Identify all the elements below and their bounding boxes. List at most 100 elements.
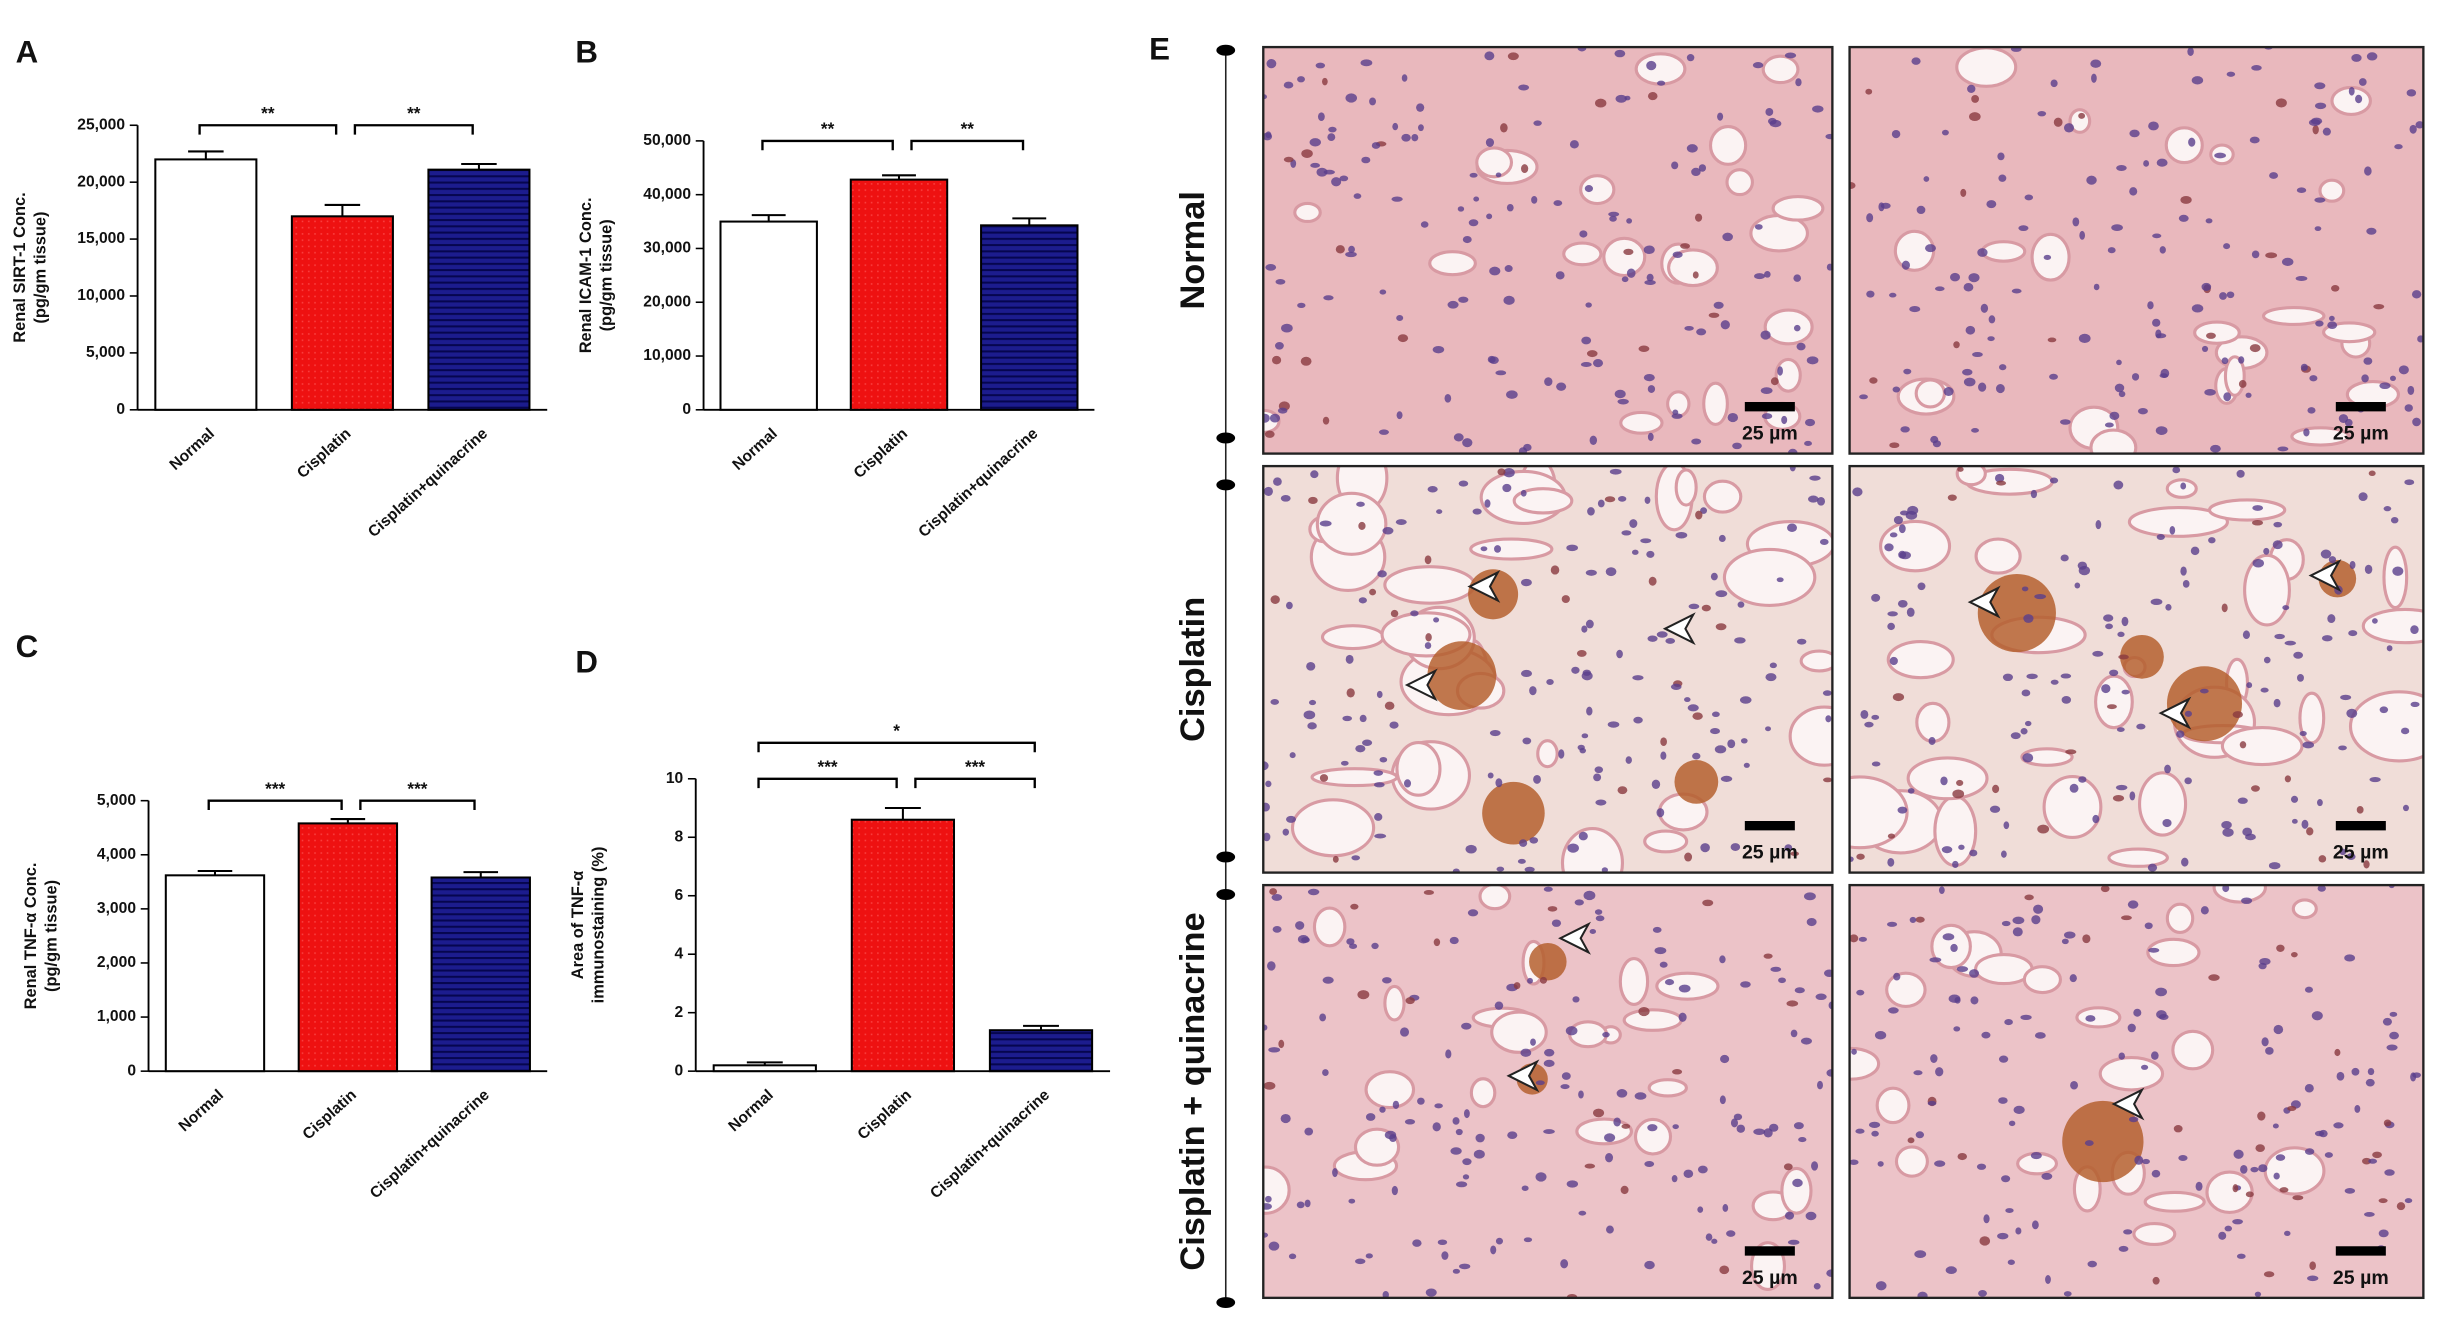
nucleus	[1613, 1117, 1621, 1127]
nucleus	[1934, 286, 1945, 292]
nucleus	[2389, 1031, 2399, 1040]
nucleus	[1327, 133, 1336, 142]
nucleus	[2024, 720, 2032, 727]
nucleus	[2295, 275, 2308, 282]
nucleus	[1306, 661, 1316, 671]
y-tick-label: 4	[675, 945, 684, 962]
nucleus	[2290, 795, 2299, 803]
nucleus	[1332, 1168, 1338, 1178]
nucleus	[2258, 962, 2267, 970]
nucleus	[1529, 837, 1539, 844]
nucleus	[2382, 1017, 2392, 1026]
nucleus	[1594, 766, 1604, 774]
nucleus	[2223, 243, 2231, 250]
nucleus	[1495, 172, 1502, 178]
scale-bar-label: 25 µm	[2333, 842, 2389, 864]
nucleus	[2178, 1154, 2188, 1162]
nucleus	[1654, 947, 1667, 955]
nucleus	[1495, 370, 1507, 376]
nucleus	[1581, 625, 1588, 633]
nucleus	[2400, 727, 2410, 735]
lumen	[1293, 201, 1322, 224]
nucleus	[1859, 394, 1868, 400]
bar	[850, 818, 956, 1073]
lumen	[1885, 971, 1927, 1008]
nucleus	[1615, 94, 1627, 103]
nucleus	[1506, 390, 1518, 399]
nucleus	[1686, 54, 1695, 62]
nucleus	[1389, 721, 1399, 729]
nucleus	[1425, 633, 1432, 642]
y-tick-label: 3,000	[97, 900, 136, 917]
nucleus	[2258, 1164, 2268, 1173]
nucleus	[1898, 524, 1906, 534]
nucleus	[2304, 1083, 2314, 1093]
nucleus	[1647, 92, 1658, 101]
nucleus	[2129, 129, 2140, 138]
nucleus	[2001, 920, 2011, 927]
nucleus	[1533, 774, 1541, 784]
nucleus	[1917, 582, 1926, 591]
nucleus	[2265, 252, 2278, 259]
x-tick-label: Normal	[167, 425, 218, 474]
nucleus	[2104, 422, 2114, 428]
significance-stars: **	[821, 119, 835, 139]
panel-label: D	[575, 644, 598, 679]
scale-bar	[1744, 821, 1795, 831]
nucleus	[1929, 957, 1942, 963]
nucleus	[1868, 1121, 1881, 1128]
stained-cast	[1674, 760, 1719, 804]
nucleus	[1319, 1013, 1327, 1022]
lumen	[2207, 498, 2287, 522]
nucleus	[2121, 915, 2132, 921]
nucleus	[1403, 779, 1412, 788]
nucleus	[2020, 1014, 2032, 1020]
nucleus	[1272, 355, 1282, 365]
nucleus	[1595, 799, 1607, 806]
nucleus	[1927, 1100, 1937, 1106]
nucleus	[1359, 714, 1367, 723]
bar	[427, 168, 531, 411]
nucleus	[1521, 164, 1529, 173]
lumen	[1315, 491, 1388, 556]
nucleus	[1710, 728, 1720, 735]
nucleus	[1817, 1080, 1823, 1090]
nucleus	[2340, 694, 2352, 701]
nucleus	[2281, 257, 2294, 266]
nucleus	[1765, 726, 1771, 732]
nucleus	[1692, 712, 1703, 720]
nucleus	[1733, 1113, 1743, 1121]
nucleus	[1447, 300, 1459, 309]
nucleus	[2384, 1169, 2395, 1176]
nucleus	[1358, 597, 1367, 604]
nucleus	[1950, 272, 1961, 282]
nucleus	[1800, 1037, 1812, 1045]
nucleus	[1535, 1080, 1545, 1086]
nucleus	[1765, 673, 1777, 682]
nucleus	[1585, 302, 1592, 308]
nucleus	[1660, 737, 1667, 747]
panel-label: C	[16, 629, 39, 664]
nucleus	[1581, 336, 1592, 345]
nucleus	[2351, 54, 2362, 62]
nucleus	[1886, 921, 1898, 927]
nucleus	[2239, 741, 2247, 749]
nucleus	[1377, 570, 1387, 578]
lumen	[2205, 1170, 2254, 1214]
nucleus	[1887, 857, 1895, 867]
nucleus	[2378, 1198, 2388, 1204]
nucleus	[1625, 756, 1632, 764]
nucleus	[2254, 1291, 2262, 1297]
nucleus	[1340, 760, 1349, 766]
nucleus	[2021, 689, 2031, 697]
nucleus	[1928, 737, 1936, 745]
nucleus	[2205, 218, 2213, 224]
bar	[849, 178, 949, 411]
stained-cast	[1977, 573, 2056, 653]
nucleus	[2070, 1080, 2079, 1090]
nucleus	[2232, 1218, 2244, 1225]
nucleus	[2184, 777, 2192, 785]
nucleus	[2296, 187, 2307, 193]
nucleus	[2206, 332, 2216, 339]
y-axis-label: Renal TNF-α Conc.	[22, 863, 40, 1010]
